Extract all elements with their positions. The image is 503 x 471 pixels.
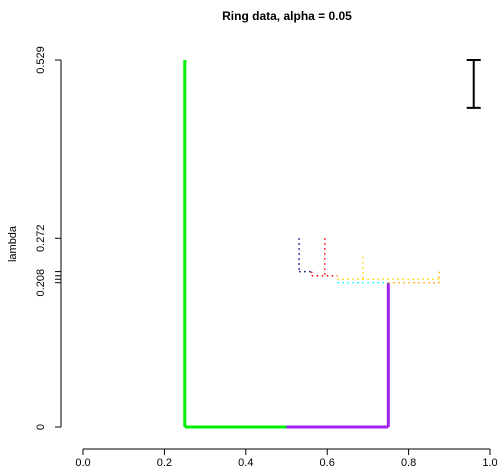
x-tick-label: 0.8 xyxy=(401,457,416,469)
y-tick-label: 0.208 xyxy=(35,269,47,297)
x-tick-label: 0.0 xyxy=(75,457,90,469)
error-bar xyxy=(466,59,481,109)
y-axis: 0 0.208 0.272 0.529 xyxy=(35,46,62,430)
y-tick-label: 0.529 xyxy=(35,46,47,74)
chart-title: Ring data, alpha = 0.05 xyxy=(222,9,352,23)
x-tick-label: 1.0 xyxy=(482,457,497,469)
y-tick-label: 0 xyxy=(35,424,47,430)
series-group xyxy=(183,60,440,429)
x-tick-label: 0.4 xyxy=(238,457,253,469)
y-axis-label: lambda xyxy=(7,225,19,262)
x-tick-label: 0.2 xyxy=(157,457,172,469)
x-tick-label: 0.6 xyxy=(320,457,335,469)
x-axis: 0.0 0.2 0.4 0.6 0.8 1.0 xyxy=(75,448,498,469)
y-tick-label: 0.272 xyxy=(35,225,47,253)
